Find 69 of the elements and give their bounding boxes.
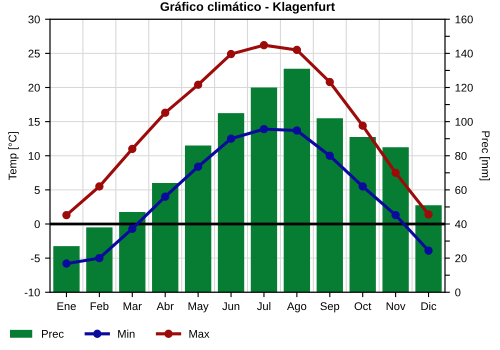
y2-tick-label: 20 [455,254,467,262]
y2-tick-label: 160 [456,16,473,24]
y-tick-label: 5 [34,186,40,194]
point [358,182,367,191]
point [260,124,268,134]
bar [152,183,178,292]
y2-tick-label: 40 [454,220,467,228]
y2-tick-label: 60 [455,186,467,194]
point [358,122,367,130]
point [62,210,71,220]
point [424,210,433,219]
point [292,46,302,54]
point [391,168,400,177]
x-tick-label: Abr [156,302,174,310]
point [326,78,334,86]
point [391,210,400,220]
point [226,50,236,58]
point [62,259,71,268]
x-tick-label: Nov [386,302,406,310]
point [226,134,236,143]
point [95,254,104,262]
bar [53,246,80,292]
y-tick-label: -5 [30,254,40,262]
y-tick-label: 15 [28,118,40,126]
bar [284,68,310,292]
x-tick-label: Jul [257,302,270,310]
y2-tick-label: 140 [456,50,473,58]
y2-tick-label: 80 [455,152,467,160]
point [194,162,202,171]
y2-tick-label: 0 [455,288,460,296]
point [260,41,268,50]
y-tick-label: -10 [24,288,40,296]
bar [218,113,244,292]
point [128,224,136,233]
x-tick-label: Sep [320,302,340,312]
x-tick-label: Oct [354,302,372,310]
x-tick-label: Dic [421,302,436,310]
legend-label: Prec [42,330,64,338]
legend-label: Max [189,330,210,338]
legend-label: Min [118,330,134,338]
chart-title: Gráfico climático - Klagenfurt [160,2,335,14]
x-tick-label: Mar [124,302,142,310]
x-tick-label: Feb [90,302,108,310]
x-tick-label: Jun [222,302,240,310]
point [95,182,104,191]
y-tick-label: 30 [28,16,40,24]
point [161,108,170,117]
x-tick-label: Ene [57,302,76,310]
bar [316,118,343,292]
point [194,80,202,89]
point [128,144,136,154]
x-tick-label: Ago [287,302,306,312]
y-tick-label: 0 [34,220,40,228]
bar [250,88,278,292]
point [292,126,302,135]
y2-tick-label: 120 [456,84,473,92]
x-tick-label: May [188,302,209,312]
point [424,246,433,255]
y2-tick-label: 100 [456,118,473,126]
point [326,152,334,160]
y2-axis-title: Prec [mm] [480,131,490,180]
y-tick-label: 25 [28,50,40,58]
y-tick-label: 20 [28,84,40,92]
bar [350,136,376,292]
y-tick-label: 10 [28,152,40,160]
y-axis-title: Temp [°C] [8,132,19,180]
point [161,192,170,201]
bar [86,227,113,292]
bar [184,146,212,292]
